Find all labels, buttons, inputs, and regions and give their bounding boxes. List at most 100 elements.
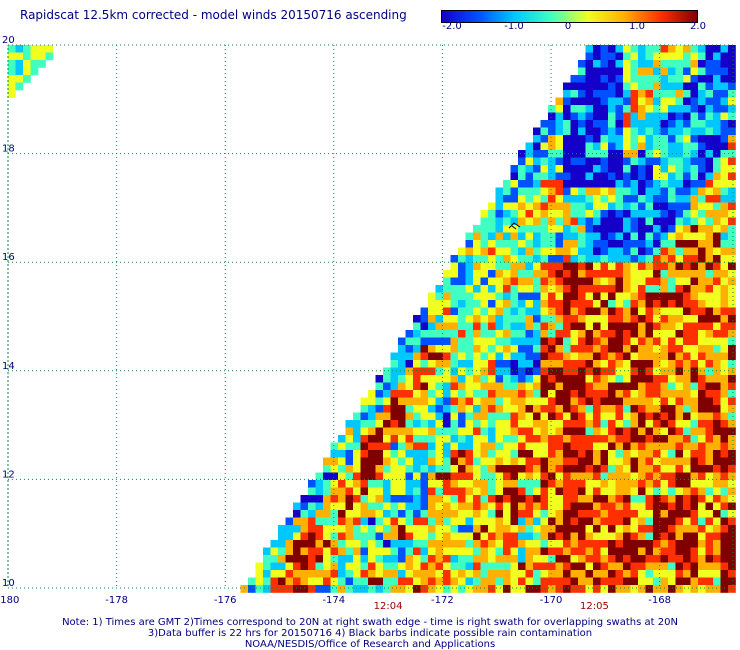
wind-cell: [480, 420, 489, 428]
wind-cell: [383, 457, 391, 466]
wind-cell: [488, 517, 496, 526]
wind-cell: [420, 517, 429, 526]
wind-cell: [630, 262, 639, 271]
wind-cell: [630, 337, 639, 346]
wind-cell: [488, 390, 496, 398]
wind-cell: [540, 315, 549, 323]
wind-cell: [728, 450, 736, 458]
wind-cell: [645, 240, 654, 248]
wind-cell: [638, 232, 646, 241]
wind-cell: [503, 337, 511, 346]
wind-cell: [405, 352, 414, 361]
wind-cell: [623, 390, 631, 398]
wind-cell: [615, 495, 624, 503]
wind-cell: [630, 187, 639, 196]
wind-cell: [525, 150, 534, 158]
wind-cell: [353, 457, 361, 466]
wind-cell: [615, 510, 624, 518]
wind-cell: [713, 112, 721, 121]
wind-cell: [668, 495, 676, 503]
wind-cell: [698, 210, 706, 218]
wind-cell: [593, 390, 601, 398]
wind-cell: [660, 352, 669, 361]
wind-cell: [540, 487, 549, 496]
wind-cell: [593, 82, 601, 91]
wind-cell: [518, 315, 526, 323]
wind-cell: [705, 360, 714, 368]
wind-cell: [450, 330, 459, 338]
wind-cell: [713, 420, 721, 428]
wind-cell: [563, 330, 571, 338]
wind-cell: [570, 495, 579, 503]
wind-cell: [653, 52, 661, 61]
wind-cell: [660, 397, 669, 406]
wind-cell: [413, 337, 421, 346]
wind-cell: [608, 120, 616, 128]
wind-cell: [293, 547, 301, 556]
wind-cell: [630, 525, 639, 533]
wind-cell: [383, 420, 391, 428]
wind-cell: [683, 112, 691, 121]
wind-cell: [660, 585, 669, 593]
wind-cell: [525, 487, 534, 496]
wind-cell: [398, 442, 406, 451]
wind-cell: [345, 547, 354, 556]
wind-cell: [668, 405, 676, 413]
wind-cell: [668, 397, 676, 406]
wind-cell: [270, 547, 279, 556]
colorbar-label: -2.0: [442, 21, 462, 32]
wind-cell: [450, 525, 459, 533]
wind-cell: [690, 487, 699, 496]
wind-cell: [705, 97, 714, 106]
wind-cell: [713, 472, 721, 481]
wind-cell: [600, 517, 609, 526]
wind-cell: [443, 322, 451, 331]
wind-cell: [683, 217, 691, 226]
wind-cell: [668, 367, 676, 376]
wind-cell: [578, 540, 586, 548]
wind-cell: [615, 315, 624, 323]
wind-cell: [473, 457, 481, 466]
wind-cell: [600, 285, 609, 293]
wind-cell: [420, 555, 429, 563]
wind-cell: [675, 120, 684, 128]
wind-cell: [585, 52, 594, 61]
wind-cell: [653, 487, 661, 496]
wind-cell: [8, 60, 16, 68]
wind-cell: [690, 352, 699, 361]
wind-cell: [353, 412, 361, 421]
wind-cell: [623, 172, 631, 181]
wind-cell: [353, 547, 361, 556]
wind-cell: [345, 510, 354, 518]
wind-cell: [713, 555, 721, 563]
wind-cell: [563, 277, 571, 286]
wind-cell: [473, 427, 481, 436]
wind-cell: [458, 255, 466, 263]
wind-cell: [698, 382, 706, 391]
wind-cell: [458, 337, 466, 346]
wind-cell: [533, 285, 541, 293]
wind-cell: [465, 352, 474, 361]
wind-cell: [638, 150, 646, 158]
wind-cell: [420, 570, 429, 578]
wind-cell: [675, 285, 684, 293]
wind-cell: [563, 487, 571, 496]
wind-cell: [683, 585, 691, 593]
wind-cell: [683, 165, 691, 173]
wind-cell: [353, 585, 361, 593]
wind-cell: [600, 367, 609, 376]
wind-cell: [690, 105, 699, 113]
wind-cell: [503, 457, 511, 466]
wind-cell: [728, 547, 736, 556]
wind-cell: [600, 187, 609, 196]
wind-cell: [540, 480, 549, 488]
wind-cell: [705, 412, 714, 421]
wind-cell: [698, 60, 706, 68]
wind-cell: [518, 487, 526, 496]
wind-cell: [585, 570, 594, 578]
wind-cell: [720, 60, 729, 68]
wind-cell: [570, 502, 579, 511]
wind-cell: [660, 375, 669, 383]
wind-cell: [668, 390, 676, 398]
wind-cell: [510, 240, 519, 248]
